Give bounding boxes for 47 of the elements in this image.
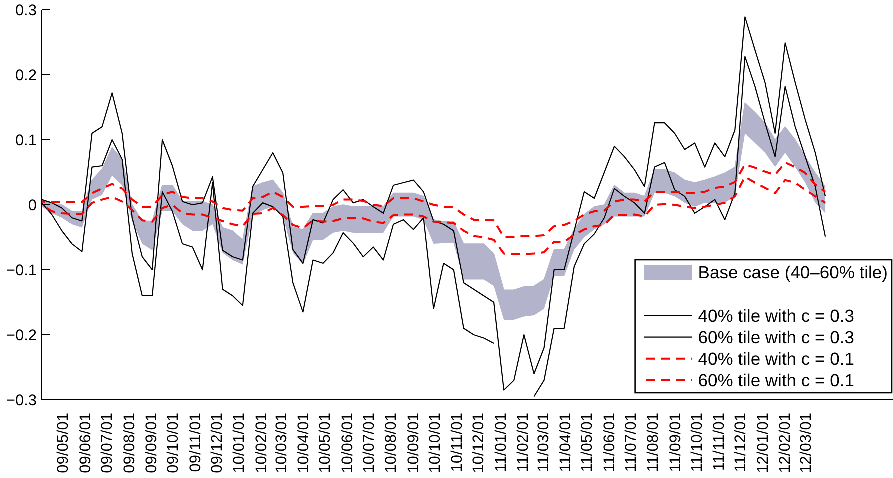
x-tick-label: 10/09/01: [405, 413, 422, 474]
x-tick-label: 10/11/01: [449, 413, 466, 472]
x-tick-label: 10/08/01: [383, 413, 400, 474]
y-tick-label: 0.2: [15, 67, 37, 84]
y-tick-label: 0.3: [15, 2, 37, 20]
x-tick-label: 09/05/01: [55, 413, 72, 474]
x-tick-label: 09/09/01: [143, 413, 160, 474]
x-tick-label: 09/08/01: [121, 413, 138, 474]
y-tick-label: −0.1: [6, 262, 37, 280]
x-tick-label: 11/06/01: [601, 413, 618, 472]
x-tick-label: 11/03/01: [535, 413, 552, 472]
x-tick-label: 09/12/01: [208, 413, 226, 474]
x-tick-label: 11/02/01: [515, 413, 532, 472]
y-tick-label: 0: [28, 197, 38, 214]
legend-label: 40% tile with c = 0.1: [698, 349, 854, 370]
x-tick-label: 10/02/01: [253, 413, 270, 474]
x-tick-label: 10/04/01: [296, 413, 313, 474]
x-tick-label: 11/09/01: [667, 413, 684, 472]
x-tick-label: 12/03/01: [798, 413, 815, 474]
x-tick-label: 10/10/01: [426, 413, 444, 474]
legend-label: Base case (40–60% tile): [698, 262, 888, 283]
x-tick-label: 10/12/01: [470, 413, 488, 474]
y-tick-label: 0.1: [15, 132, 37, 150]
x-tick-label: 09/11/01: [187, 413, 204, 472]
legend-label: 60% tile with c = 0.3: [698, 327, 854, 348]
legend-label: 60% tile with c = 0.1: [698, 370, 854, 391]
x-tick-label: 12/01/01: [754, 413, 772, 474]
x-tick-label: 11/01/01: [492, 413, 510, 472]
x-tick-label: 12/02/01: [777, 413, 794, 474]
x-tick-label: 10/05/01: [317, 413, 334, 474]
x-tick-label: 11/04/01: [558, 413, 575, 472]
x-tick-label: 10/07/01: [360, 413, 378, 474]
x-tick-label: 09/07/01: [99, 413, 116, 474]
x-tick-label: 09/10/01: [165, 413, 182, 474]
x-tick-label: 10/06/01: [339, 413, 356, 474]
x-tick-label: 11/11/01: [711, 413, 728, 472]
x-tick-label: 10/01/01: [231, 413, 248, 474]
x-tick-label: 11/12/01: [732, 413, 750, 472]
x-tick-label: 11/05/01: [579, 413, 596, 472]
x-tick-label: 09/06/01: [77, 413, 94, 474]
legend-label: 40% tile with c = 0.3: [698, 306, 854, 326]
y-tick-label: −0.2: [6, 327, 37, 344]
x-tick-label: 11/08/01: [645, 413, 662, 472]
x-tick-label: 11/07/01: [622, 413, 640, 472]
x-tick-label: 10/03/01: [273, 413, 290, 474]
y-tick-label: −0.3: [6, 392, 37, 410]
x-tick-label: 11/10/01: [688, 413, 706, 472]
